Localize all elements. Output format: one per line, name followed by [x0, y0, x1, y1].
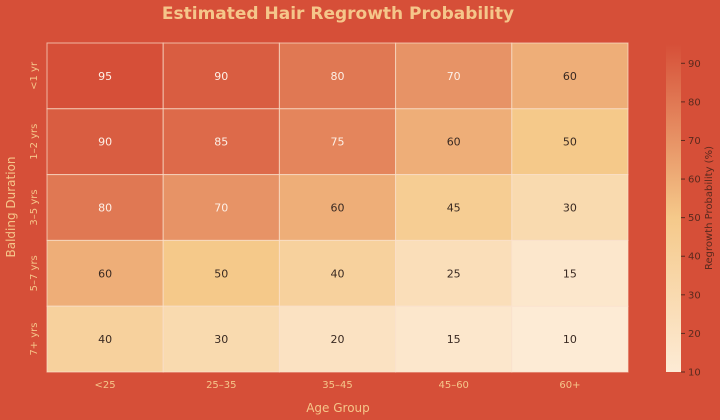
x-axis-label: Age Group — [306, 401, 370, 415]
colorbar-tick-label: 70 — [688, 136, 701, 147]
colorbar-tick-label: 60 — [688, 175, 701, 186]
cell-value-label: 75 — [331, 136, 345, 149]
heatmap-cell — [46, 108, 164, 176]
heatmap-cell — [46, 239, 164, 307]
y-tick-label: 1–2 yrs — [29, 124, 40, 160]
heatmap-cell — [162, 239, 280, 307]
cell-value-label: 90 — [98, 136, 112, 149]
cell-value-label: 15 — [563, 267, 577, 280]
cell-value-label: 30 — [214, 333, 228, 346]
heatmap-cell — [46, 42, 164, 110]
y-tick-label: 7+ yrs — [29, 323, 40, 356]
heatmap-cell — [162, 305, 280, 373]
cell-value-label: 80 — [98, 202, 112, 215]
heatmap-cell — [278, 305, 397, 373]
heatmap-cell — [278, 42, 397, 110]
heatmap-cell — [395, 174, 513, 241]
colorbar-tick-label: 20 — [688, 329, 701, 340]
cell-value-label: 15 — [447, 333, 461, 346]
y-tick-label: 5–7 yrs — [29, 255, 40, 291]
cell-value-label: 60 — [563, 70, 577, 83]
cell-value-label: 10 — [563, 333, 577, 346]
heatmap-cell — [278, 239, 397, 307]
colorbar-tick-label: 10 — [688, 368, 701, 379]
cell-value-label: 60 — [331, 202, 345, 215]
cell-value-label: 80 — [331, 70, 345, 83]
cell-value-label: 60 — [447, 136, 461, 149]
cell-value-label: 20 — [331, 333, 345, 346]
heatmap-cell — [162, 42, 280, 110]
cell-value-label: 45 — [447, 202, 461, 215]
heatmap-cell — [511, 42, 629, 110]
colorbar-tick-label: 30 — [688, 290, 701, 301]
x-tick-label: 35–45 — [322, 380, 352, 391]
y-tick-label: <1 yr — [29, 61, 40, 90]
colorbar-tick-label: 50 — [688, 213, 701, 224]
heatmap-cell — [46, 305, 164, 373]
x-tick-label: 45–60 — [438, 380, 468, 391]
x-tick-label: 25–35 — [206, 380, 236, 391]
cell-value-label: 50 — [214, 267, 228, 280]
cell-value-label: 70 — [214, 202, 228, 215]
cell-value-label: 30 — [563, 202, 577, 215]
chart-title: Estimated Hair Regrowth Probability — [162, 4, 514, 24]
heatmap-cell — [395, 42, 513, 110]
cell-value-label: 85 — [214, 136, 228, 149]
cell-value-label: 95 — [98, 70, 112, 83]
y-axis-label: Balding Duration — [4, 156, 18, 257]
heatmap-cell — [162, 174, 280, 241]
heatmap-cell — [511, 174, 629, 241]
cell-value-label: 60 — [98, 267, 112, 280]
cell-value-label: 25 — [447, 267, 461, 280]
x-tick-label: 60+ — [559, 380, 580, 391]
cell-value-label: 50 — [563, 136, 577, 149]
heatmap-cell — [511, 108, 629, 176]
cell-value-label: 40 — [98, 333, 112, 346]
colorbar-label: Regrowth Probability (%) — [704, 146, 715, 270]
colorbar-tick-label: 90 — [688, 59, 701, 70]
y-tick-label: 3–5 yrs — [29, 189, 40, 225]
colorbar — [666, 44, 681, 372]
heatmap-cell — [278, 108, 397, 176]
colorbar-tick-label: 80 — [688, 97, 701, 108]
x-tick-label: <25 — [95, 380, 116, 391]
heatmap-cell — [395, 239, 513, 307]
cell-value-label: 90 — [214, 70, 228, 83]
cell-value-label: 40 — [331, 267, 345, 280]
heatmap-cell — [278, 174, 397, 241]
heatmap-cell — [511, 305, 629, 373]
colorbar-tick-label: 40 — [688, 252, 701, 263]
cell-value-label: 70 — [447, 70, 461, 83]
heatmap-cell — [511, 239, 629, 307]
